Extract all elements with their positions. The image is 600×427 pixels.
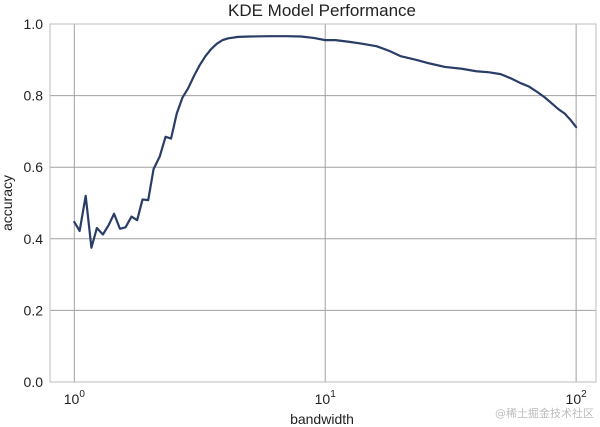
y-tick-label: 1.0 [24,16,44,32]
y-tick-label: 0.6 [24,159,44,175]
x-axis-ticks: 100 101 102 [64,389,587,407]
chart-title: KDE Model Performance [228,1,416,20]
grid [50,24,596,382]
y-tick-label: 0.4 [24,231,44,247]
x-tick-label: 101 [315,389,337,407]
x-axis-label: bandwidth [290,411,354,427]
plot-area-frame [49,23,597,383]
y-axis-ticks: 0.0 0.2 0.4 0.6 0.8 1.0 [24,16,44,390]
x-tick-label: 100 [64,389,86,407]
accuracy-line [73,35,578,249]
y-tick-label: 0.0 [24,374,44,390]
y-tick-label: 0.8 [24,88,44,104]
y-axis-label: accuracy [0,175,15,231]
watermark: @稀土掘金技术社区 [495,407,594,420]
x-tick-label: 102 [566,389,588,407]
y-tick-label: 0.2 [24,302,44,318]
